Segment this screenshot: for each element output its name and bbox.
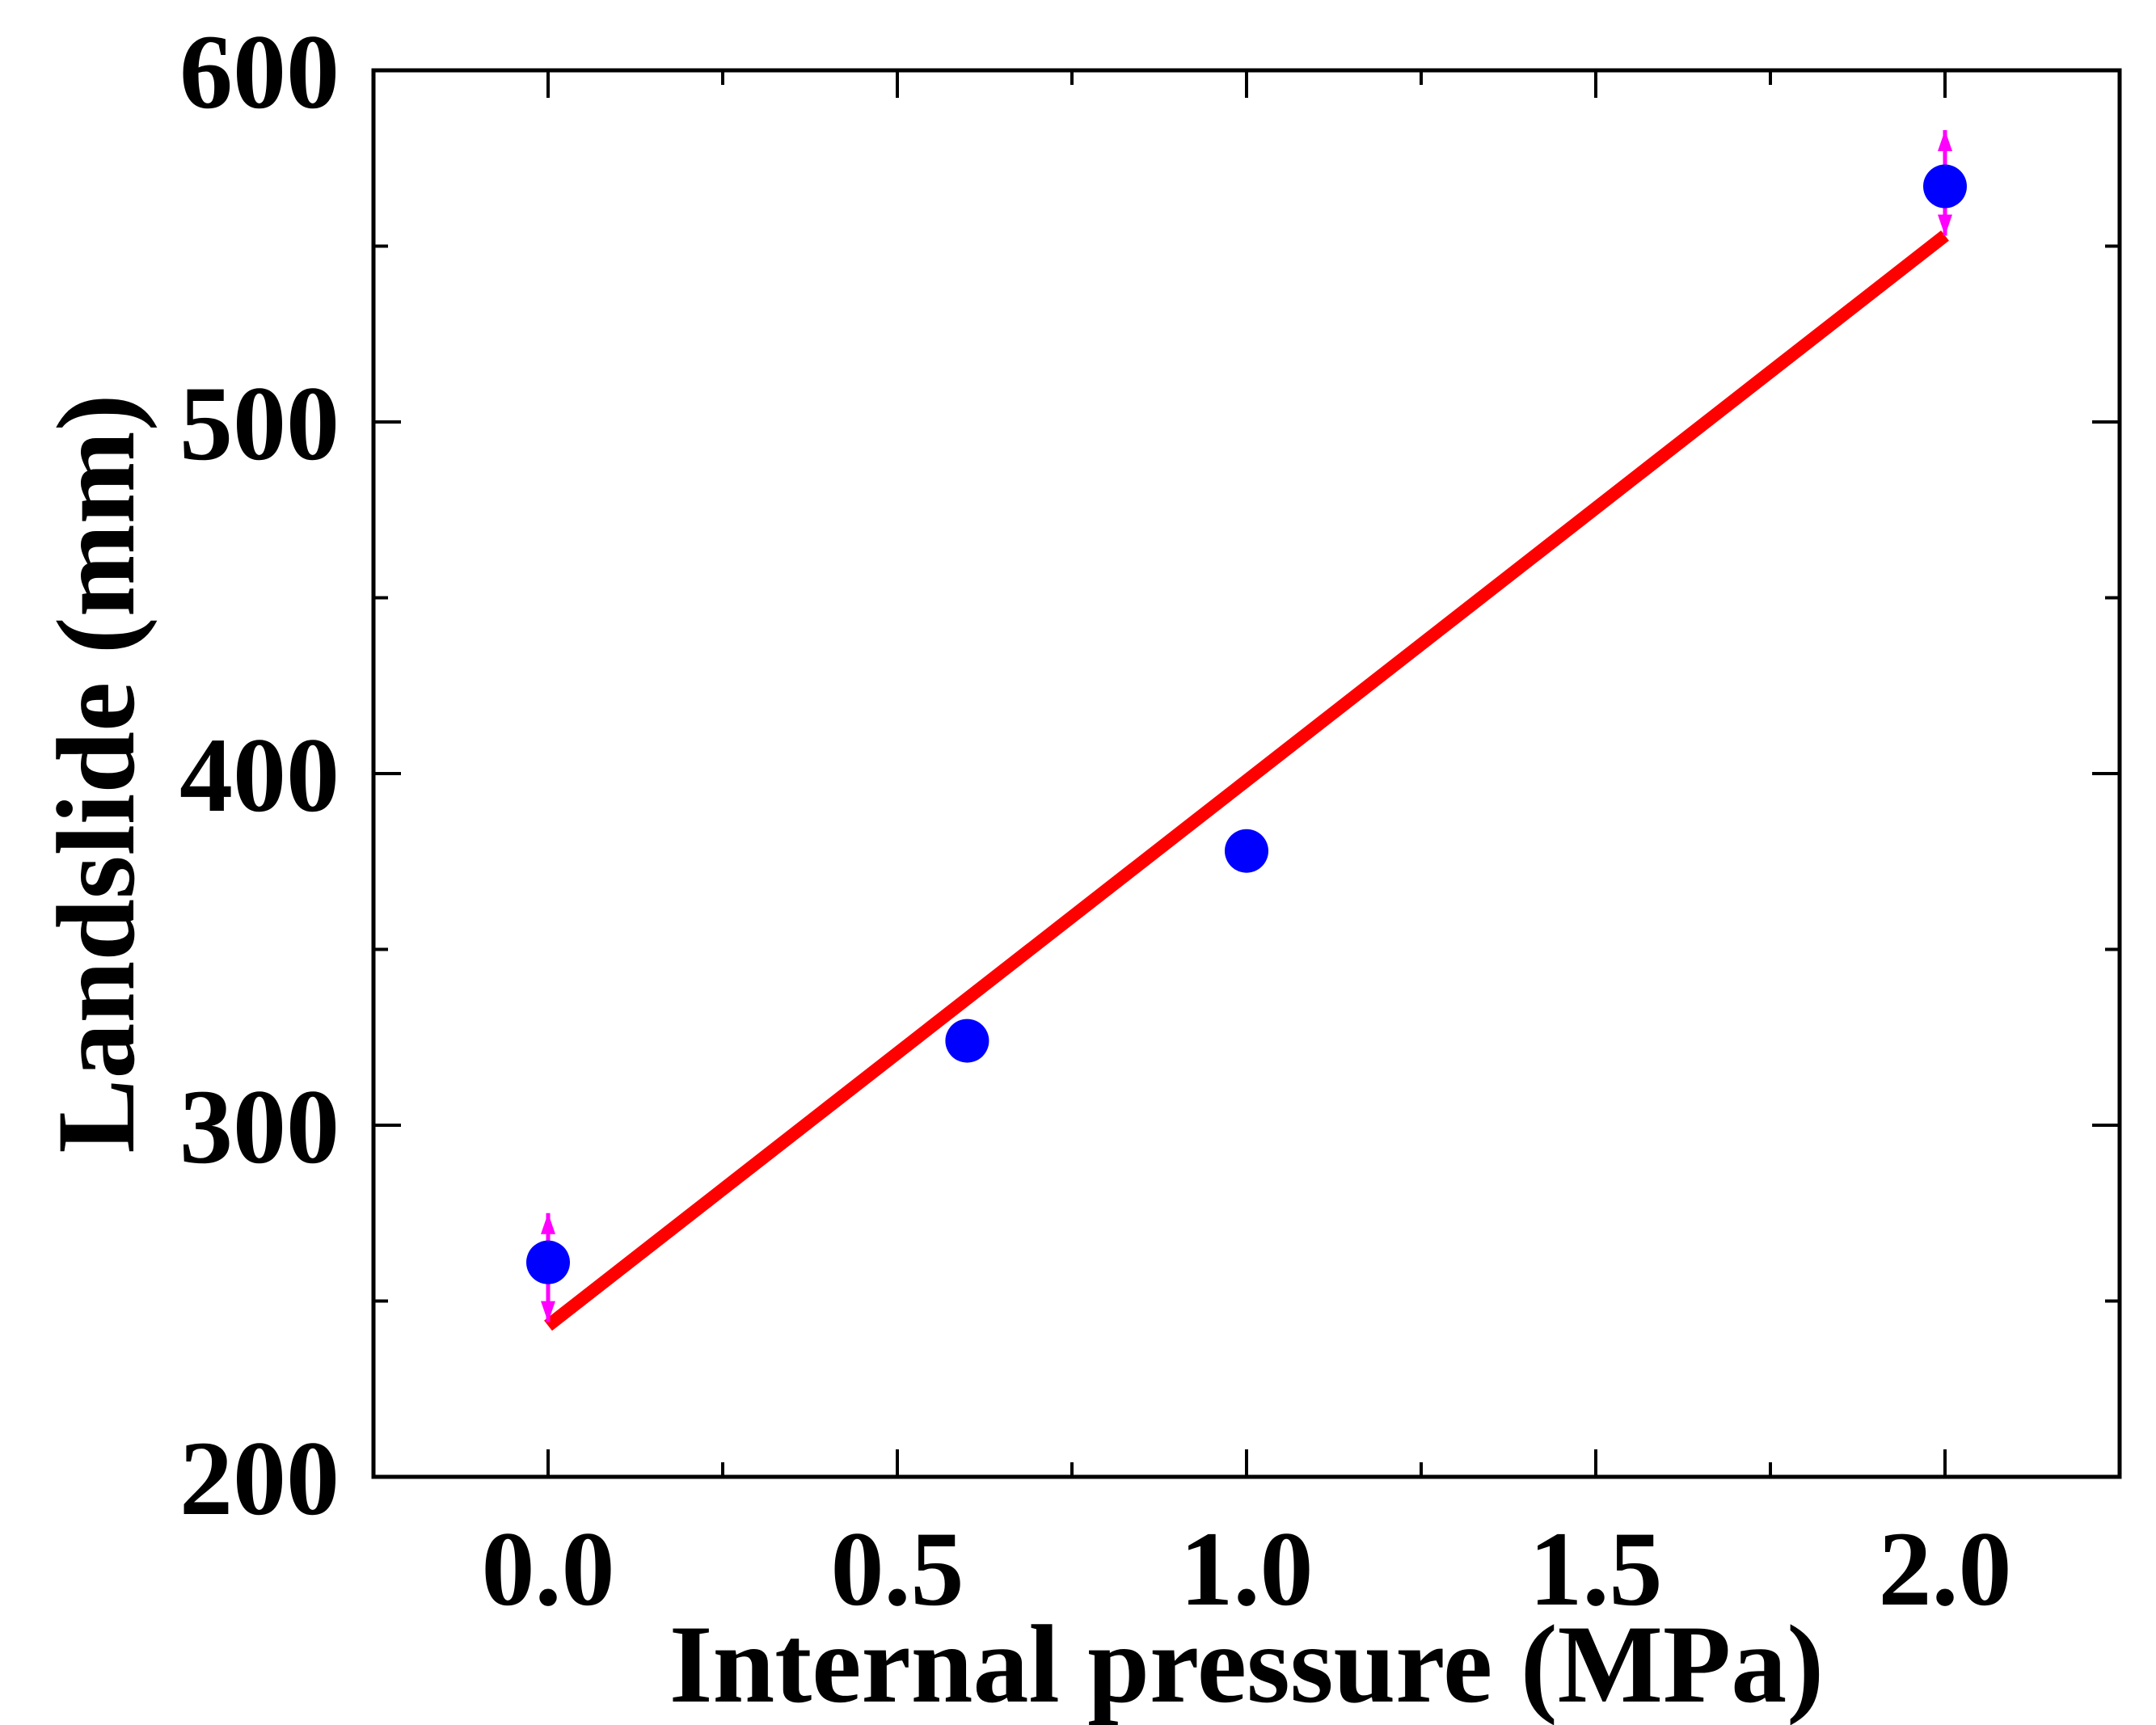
- data-point: [945, 1019, 989, 1063]
- y-axis-title: Landslide (mm): [34, 394, 158, 1153]
- data-point-layer: [526, 164, 1967, 1284]
- y-tick-label: 600: [179, 12, 340, 131]
- x-tick-label: 2.0: [1879, 1509, 2012, 1628]
- y-tick-label: 500: [179, 364, 340, 483]
- x-axis-title: Internal pressure (MPa): [669, 1602, 1824, 1725]
- tick-layer: [373, 69, 2120, 1478]
- tick-label-layer: 0.0 0.5 1.0 1.5 2.0 200 300 400 500 600: [179, 12, 2012, 1628]
- fit-line-layer: [544, 230, 1949, 1331]
- y-tick-label: 200: [179, 1419, 340, 1537]
- fit-line: [544, 230, 1949, 1331]
- x-tick-label: 0.0: [482, 1509, 615, 1628]
- y-tick-label: 400: [179, 715, 340, 834]
- x-tick-label: 1.0: [1180, 1509, 1314, 1628]
- data-point: [1225, 829, 1268, 873]
- data-point: [526, 1240, 570, 1284]
- x-tick-label: 1.5: [1529, 1509, 1663, 1628]
- error-bar-layer: [541, 129, 1952, 1322]
- data-point: [1923, 164, 1967, 209]
- x-tick-label: 0.5: [831, 1509, 964, 1628]
- y-tick-label: 300: [179, 1067, 340, 1186]
